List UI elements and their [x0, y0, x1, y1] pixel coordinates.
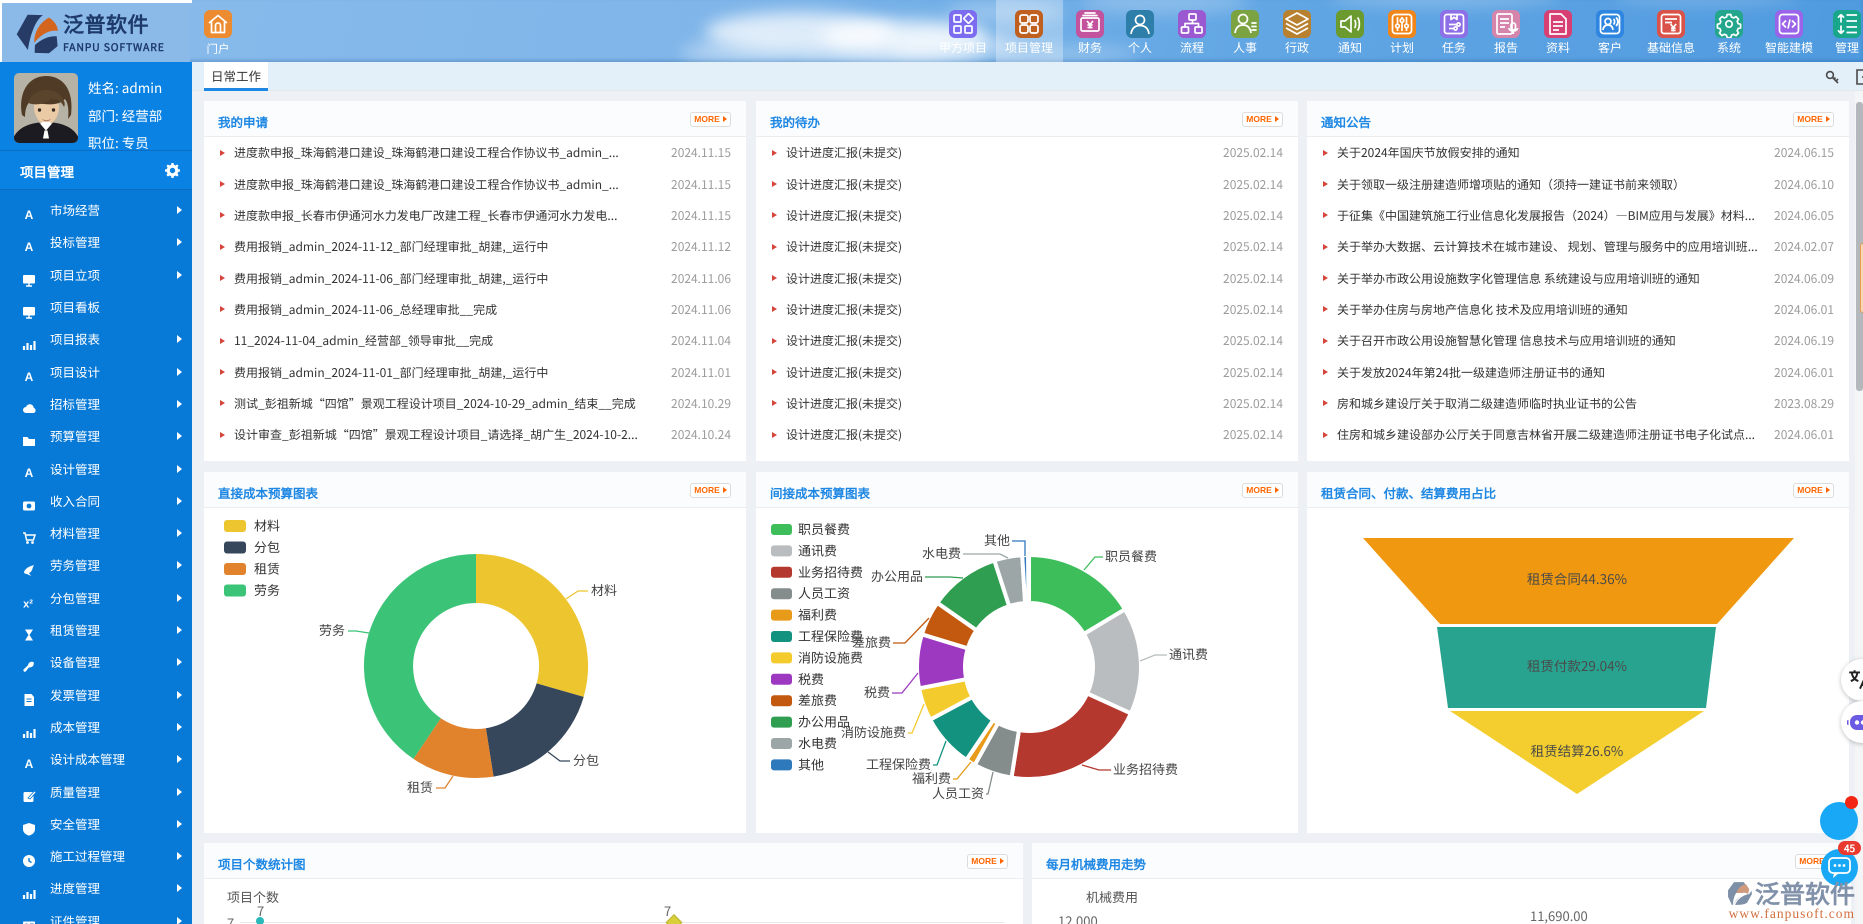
svg-text:租赁付款29.04%: 租赁付款29.04%	[1527, 655, 1627, 675]
svg-text:租赁合同44.36%: 租赁合同44.36%	[1527, 568, 1627, 588]
svg-text:机械费用: 机械费用	[1086, 887, 1138, 906]
svg-text:业务招待费: 业务招待费	[798, 562, 863, 581]
svg-text:税费: 税费	[798, 669, 824, 688]
svg-text:项目个数: 项目个数	[227, 887, 279, 906]
svg-text:其他: 其他	[798, 754, 824, 773]
svg-text:分包: 分包	[573, 750, 599, 769]
svg-text:分包: 分包	[254, 537, 280, 556]
svg-text:人员工资: 人员工资	[798, 583, 850, 602]
svg-text:通讯费: 通讯费	[798, 540, 837, 559]
svg-text:消防设施费: 消防设施费	[841, 722, 906, 741]
svg-text:通讯费: 通讯费	[1169, 644, 1208, 663]
svg-text:税费: 税费	[864, 682, 890, 701]
svg-text:差旅费: 差旅费	[852, 632, 891, 651]
svg-text:11,690.00: 11,690.00	[1530, 906, 1588, 924]
svg-text:劳务: 劳务	[254, 580, 280, 599]
svg-text:劳务: 劳务	[319, 620, 345, 639]
svg-text:其他: 其他	[984, 530, 1010, 549]
svg-text:福利费: 福利费	[912, 768, 951, 787]
svg-text:A: A	[25, 240, 34, 254]
svg-text:A: A	[25, 208, 34, 222]
svg-text:A: A	[25, 370, 34, 384]
svg-text:职员餐费: 职员餐费	[798, 519, 850, 538]
svg-text:A: A	[25, 757, 34, 771]
svg-text:工程保险费: 工程保险费	[866, 754, 931, 773]
svg-text:7: 7	[664, 901, 671, 920]
svg-text:材料: 材料	[254, 516, 280, 535]
svg-text:x²: x²	[23, 598, 33, 610]
svg-text:人员工资: 人员工资	[932, 783, 984, 802]
svg-text:租赁: 租赁	[254, 559, 280, 578]
svg-text:职员餐费: 职员餐费	[1105, 546, 1157, 565]
svg-text:租赁结算26.6%: 租赁结算26.6%	[1531, 740, 1624, 760]
svg-text:消防设施费: 消防设施费	[798, 647, 863, 666]
svg-text:工程保险费: 工程保险费	[798, 626, 863, 645]
svg-text:水电费: 水电费	[798, 733, 837, 752]
svg-text:材料: 材料	[591, 580, 617, 599]
svg-text:办公用品: 办公用品	[798, 712, 850, 731]
svg-text:7: 7	[227, 913, 234, 924]
svg-text:办公用品: 办公用品	[871, 566, 923, 585]
svg-text:12,000: 12,000	[1058, 911, 1098, 924]
svg-text:A: A	[25, 466, 34, 480]
svg-text:差旅费: 差旅费	[798, 690, 837, 709]
svg-text:业务招待费: 业务招待费	[1113, 759, 1178, 778]
svg-text:水电费: 水电费	[922, 543, 961, 562]
svg-text:租赁: 租赁	[407, 777, 433, 796]
svg-text:7: 7	[257, 901, 264, 920]
svg-text:福利费: 福利费	[798, 605, 837, 624]
